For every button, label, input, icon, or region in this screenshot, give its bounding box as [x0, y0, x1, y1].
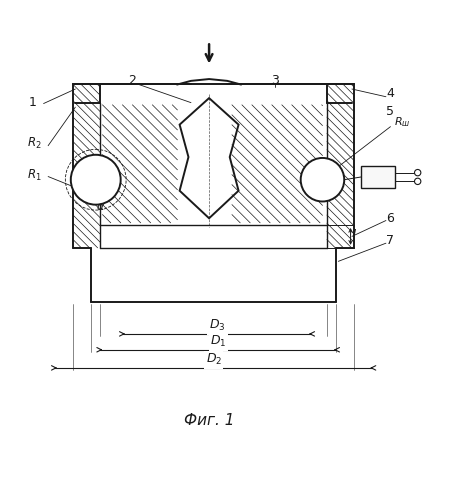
Text: $D_2$: $D_2$: [206, 352, 222, 368]
Text: Фиг. 1: Фиг. 1: [184, 412, 235, 428]
Text: $D_3$: $D_3$: [209, 318, 225, 334]
Text: 2: 2: [128, 74, 136, 88]
Circle shape: [71, 155, 121, 204]
Text: $l$: $l$: [352, 227, 357, 239]
Circle shape: [301, 158, 344, 202]
Circle shape: [414, 178, 421, 184]
Text: $R_ш$: $R_ш$: [394, 115, 410, 129]
Text: 6: 6: [386, 212, 394, 225]
Circle shape: [414, 170, 421, 176]
Text: 5: 5: [386, 105, 394, 118]
Text: 7: 7: [386, 234, 394, 248]
Text: α: α: [96, 202, 104, 212]
Bar: [361, 166, 395, 188]
Text: 3: 3: [271, 74, 279, 88]
Text: $R_2$: $R_2$: [27, 136, 42, 151]
Text: $D_1$: $D_1$: [210, 334, 226, 349]
Text: $R_1$: $R_1$: [27, 168, 42, 182]
Text: 4: 4: [386, 87, 394, 100]
Text: 1: 1: [28, 96, 36, 109]
